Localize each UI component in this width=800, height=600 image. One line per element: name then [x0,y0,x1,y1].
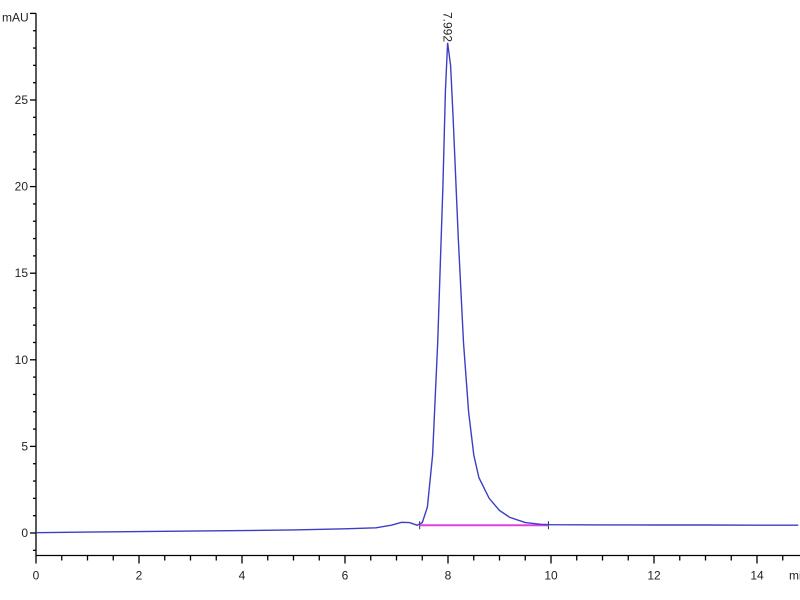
y-tick-label: 5 [21,439,28,453]
y-tick-label: 25 [15,93,29,107]
chromatogram-trace [35,42,799,534]
peak-label: 7.992 [441,12,455,42]
x-tick-label: 4 [239,569,246,583]
y-tick-label: 20 [15,180,29,194]
y-axis-label: mAU [2,10,29,24]
y-tick-label: 0 [21,526,28,540]
x-tick-label: 0 [33,569,40,583]
x-tick-label: 2 [136,569,143,583]
y-tick-label: 15 [15,266,29,280]
y-tick-label: 10 [15,353,29,367]
ticks: 0 5 10 15 20 25 0 2 4 6 8 10 12 14 [15,12,784,583]
x-tick-label: 10 [544,569,558,583]
x-tick-label: 14 [750,569,764,583]
axes [35,13,800,557]
x-axis-label: min [789,569,800,583]
x-tick-label: 8 [445,569,452,583]
x-tick-label: 6 [342,569,349,583]
x-tick-label: 12 [647,569,661,583]
